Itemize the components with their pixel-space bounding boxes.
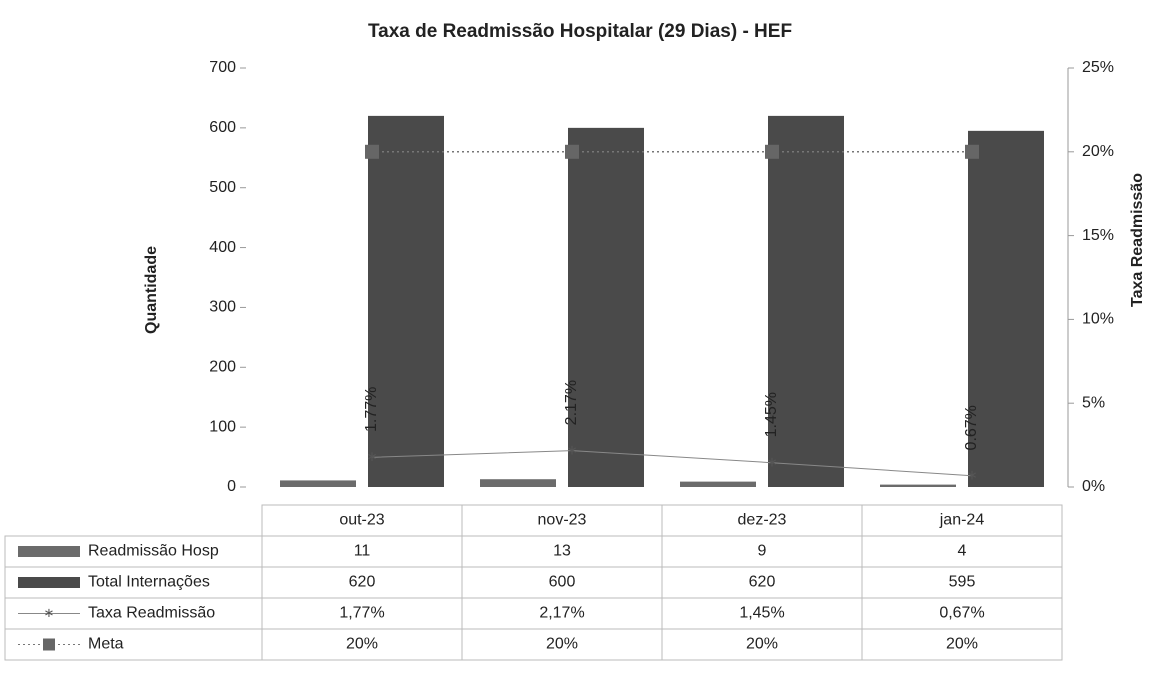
legend-marker: [43, 638, 55, 651]
table-value: 1,77%: [339, 605, 384, 622]
bar: [480, 479, 556, 487]
x-tick-label: dez-23: [738, 512, 787, 529]
y2-tick-label: 20%: [1082, 143, 1114, 160]
bar: [280, 480, 356, 487]
bar: [768, 115, 844, 487]
y2-tick-label: 15%: [1082, 227, 1114, 244]
data-label: 0.67%: [963, 405, 980, 450]
y-tick-label: 100: [209, 418, 236, 435]
legend-label: Meta: [88, 636, 124, 653]
y2-tick-label: 25%: [1082, 59, 1114, 76]
table-value: 11: [354, 543, 371, 560]
table-value: 595: [949, 574, 976, 591]
marker: [965, 144, 979, 159]
x-tick-label: nov-23: [538, 512, 587, 529]
table-value: 620: [349, 574, 376, 591]
table-value: 0,67%: [939, 605, 984, 622]
bar: [680, 481, 756, 487]
marker: ∗: [566, 441, 578, 457]
table-value: 20%: [746, 636, 778, 653]
table-value: 9: [758, 543, 767, 560]
table-value: 20%: [546, 636, 578, 653]
table-cell: [861, 628, 1063, 661]
marker: [565, 144, 579, 159]
bar: [568, 127, 644, 487]
marker: ∗: [966, 466, 978, 482]
y-axis-title: Quantidade: [143, 246, 160, 334]
bar: [880, 484, 956, 487]
y2-axis-title: Taxa Readmissão: [1129, 173, 1146, 307]
legend-swatch: [18, 577, 80, 588]
y-tick-label: 300: [209, 299, 236, 316]
data-label: 1.45%: [763, 392, 780, 437]
legend-label: Readmissão Hosp: [88, 543, 219, 560]
table-value: 1,45%: [739, 605, 784, 622]
marker: ∗: [766, 453, 778, 469]
data-label: 2.17%: [563, 380, 580, 425]
x-tick-label: out-23: [339, 512, 384, 529]
legend-marker: ∗: [44, 605, 55, 620]
y-tick-label: 0: [227, 478, 236, 495]
y-tick-label: 500: [209, 179, 236, 196]
table-value: 620: [749, 574, 776, 591]
table-value: 4: [958, 543, 967, 560]
marker: [765, 144, 779, 159]
table-value: 20%: [946, 636, 978, 653]
legend-swatch: [18, 546, 80, 557]
data-label: 1.77%: [363, 387, 380, 432]
chart-title: Taxa de Readmissão Hospitalar (29 Dias) …: [368, 21, 792, 42]
legend-label: Taxa Readmissão: [88, 605, 215, 622]
y-tick-label: 700: [209, 59, 236, 76]
table-value: 2,17%: [539, 605, 584, 622]
y-tick-label: 600: [209, 119, 236, 136]
table-value: 13: [553, 543, 571, 560]
y-tick-label: 400: [209, 239, 236, 256]
marker: ∗: [366, 448, 378, 464]
bar: [968, 130, 1044, 487]
marker: [365, 144, 379, 159]
y2-tick-label: 10%: [1082, 311, 1114, 328]
table-value: 20%: [346, 636, 378, 653]
x-tick-label: jan-24: [939, 512, 985, 529]
y-tick-label: 200: [209, 359, 236, 376]
y2-tick-label: 5%: [1082, 394, 1105, 411]
y2-tick-label: 0%: [1082, 478, 1105, 495]
bar: [368, 115, 444, 487]
table-value: 600: [549, 574, 576, 591]
line: [371, 450, 973, 477]
legend-label: Total Internações: [88, 574, 210, 591]
